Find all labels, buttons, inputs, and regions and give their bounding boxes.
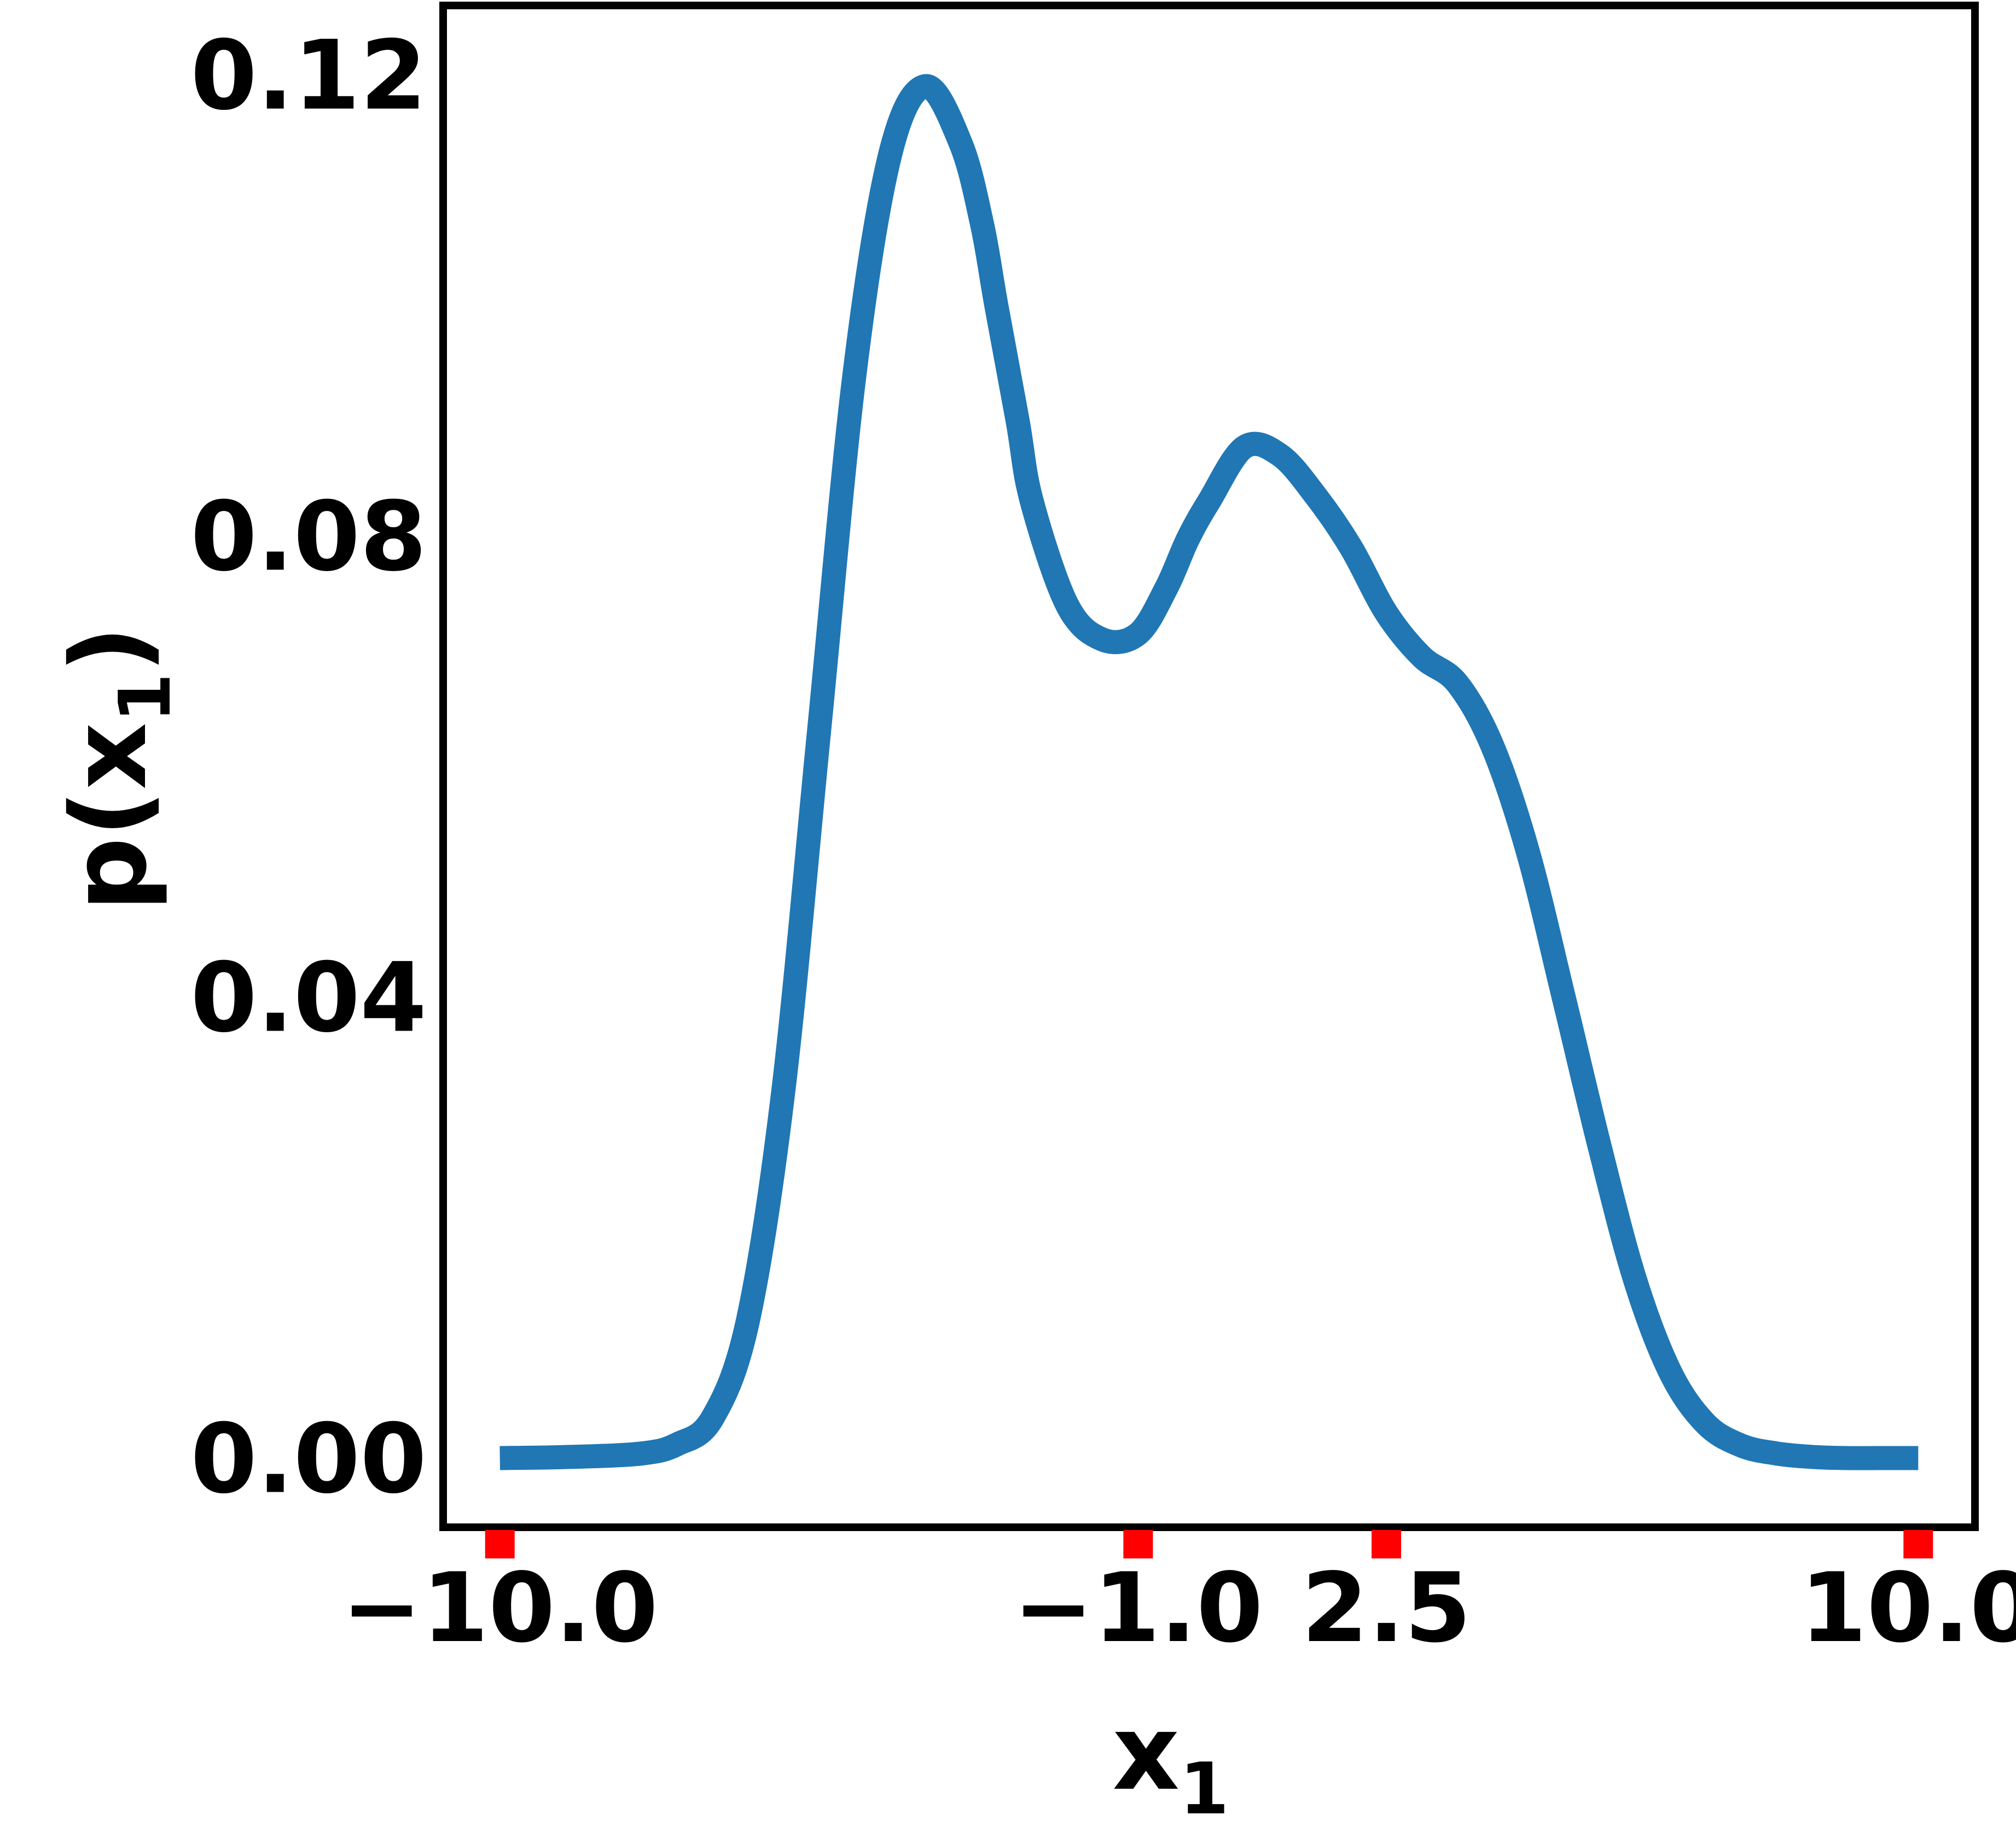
y-tick-label: 0.08	[190, 481, 427, 592]
x-tick-label: 10.0	[1800, 1553, 2016, 1664]
x-axis-label-subscript: 1	[1180, 1747, 1229, 1821]
x-markers	[485, 1530, 1933, 1558]
y-tick-labels: 0.00 0.04 0.08 0.12	[190, 20, 427, 1515]
x-tick-labels: −10.0 −1.0 2.5 10.0	[342, 1553, 2016, 1664]
x-marker	[485, 1530, 515, 1558]
chart-marks	[499, 74, 1919, 1470]
x-marker	[1903, 1530, 1933, 1558]
y-tick-label: 0.12	[190, 20, 427, 131]
plot-frame	[439, 2, 1979, 1531]
y-tick-label: 0.00	[190, 1404, 427, 1515]
x-marker	[1372, 1530, 1402, 1558]
density-series-line	[499, 74, 1919, 1470]
y-tick-label: 0.04	[190, 943, 427, 1054]
x-tick-label: 2.5	[1302, 1553, 1471, 1664]
x-marker	[1123, 1530, 1153, 1558]
x-tick-label: −1.0	[1013, 1553, 1263, 1664]
y-axis-label: p(x1)	[49, 626, 187, 912]
y-axis-label-close: )	[49, 626, 170, 673]
x-tick-label: −10.0	[342, 1553, 658, 1664]
y-axis-label-subscript: 1	[103, 673, 187, 722]
x-axis-label: x1	[1112, 1692, 1229, 1821]
